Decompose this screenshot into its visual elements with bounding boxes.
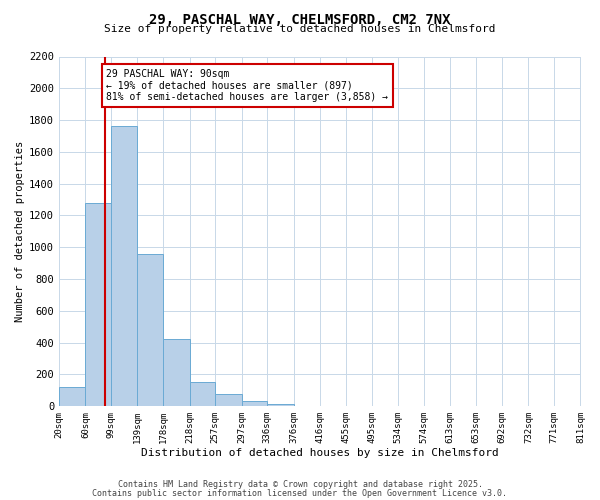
Bar xyxy=(59,387,85,406)
Bar xyxy=(85,202,111,406)
Text: 29 PASCHAL WAY: 90sqm
← 19% of detached houses are smaller (897)
81% of semi-det: 29 PASCHAL WAY: 90sqm ← 19% of detached … xyxy=(106,69,388,102)
Text: Contains HM Land Registry data © Crown copyright and database right 2025.: Contains HM Land Registry data © Crown c… xyxy=(118,480,482,489)
Bar xyxy=(215,394,242,406)
Text: 29, PASCHAL WAY, CHELMSFORD, CM2 7NX: 29, PASCHAL WAY, CHELMSFORD, CM2 7NX xyxy=(149,12,451,26)
Bar xyxy=(190,382,215,406)
Bar xyxy=(242,400,268,406)
Bar xyxy=(111,126,137,406)
Bar xyxy=(163,340,190,406)
Bar xyxy=(268,404,294,406)
Text: Size of property relative to detached houses in Chelmsford: Size of property relative to detached ho… xyxy=(104,24,496,34)
Bar xyxy=(137,254,163,406)
Text: Contains public sector information licensed under the Open Government Licence v3: Contains public sector information licen… xyxy=(92,489,508,498)
Y-axis label: Number of detached properties: Number of detached properties xyxy=(15,140,25,322)
X-axis label: Distribution of detached houses by size in Chelmsford: Distribution of detached houses by size … xyxy=(141,448,499,458)
